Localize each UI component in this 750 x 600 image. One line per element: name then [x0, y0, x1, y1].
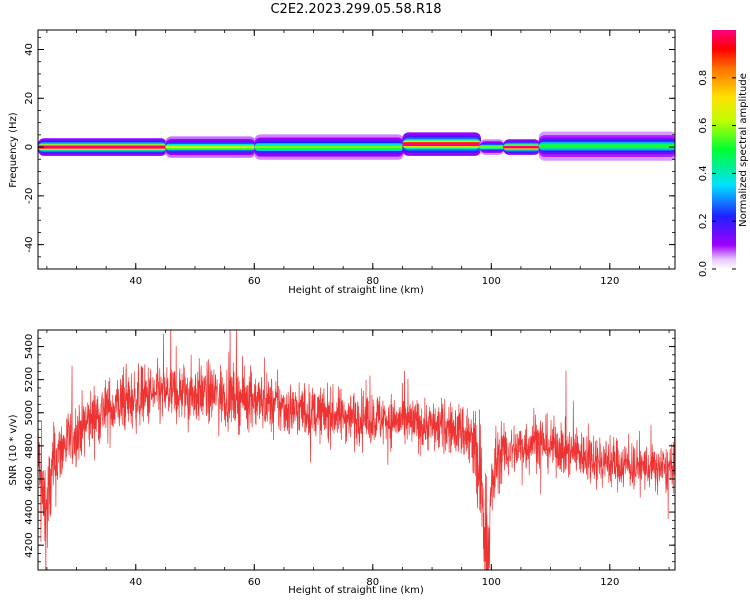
heatmap-axes: 40 60 80 100 120 -40 -20 0 20 40	[24, 30, 675, 287]
heatmap-bands	[38, 131, 675, 161]
snr-series-line	[38, 330, 675, 570]
heatmap-band-4-layer-6	[479, 146, 505, 148]
heatmap-ytick-label: -40	[24, 236, 35, 252]
heatmap-ytick-label: -20	[24, 188, 35, 204]
snr-ytick-label: 4600	[24, 466, 35, 491]
heatmap-frame	[37, 29, 676, 270]
colorbar-gradient	[712, 30, 736, 269]
snr-ytick-label: 4400	[24, 499, 35, 524]
heatmap-band-1-layer-6	[165, 146, 256, 149]
snr-panel: 40 60 80 100 120 4200 4400 4600 4800 5000 5200 5400…	[8, 329, 676, 596]
colorbar-ticks: 0.0 0.2 0.4 0.6 0.8	[698, 70, 736, 277]
heatmap-ytick-label: 40	[24, 43, 35, 56]
heatmap-ytick-label: 20	[24, 92, 35, 105]
snr-frame	[37, 329, 676, 571]
heatmap-ylabel: Frequency (Hz)	[8, 112, 19, 188]
colorbar-tick-label: 0.0	[698, 261, 709, 277]
heatmap-band-6-layer-6	[538, 144, 675, 148]
heatmap-xtick-label: 60	[248, 276, 261, 287]
snr-xtick-label: 100	[482, 577, 501, 588]
heatmap-ytick-label: 0	[24, 144, 35, 150]
colorbar-tick-label: 0.8	[698, 70, 709, 86]
heatmap-xtick-label: 40	[129, 276, 142, 287]
snr-ytick-label: 5400	[24, 334, 35, 359]
snr-ytick-label: 4800	[24, 433, 35, 458]
heatmap-panel: 40 60 80 100 120 -40 -20 0 20 40 Height of straig…	[8, 29, 676, 296]
colorbar-tick-label: 0.2	[698, 213, 709, 229]
colorbar-label: Normalized spectral amplitude	[738, 73, 749, 227]
heatmap-band-0-layer-6	[38, 146, 167, 148]
heatmap-xtick-label: 80	[366, 276, 379, 287]
snr-ylabel: SNR (10 * v/v)	[8, 414, 19, 485]
snr-ytick-label: 4200	[24, 532, 35, 557]
chart-title: C2E2.2023.299.05.58.R18	[270, 2, 442, 17]
snr-xtick-label: 60	[248, 577, 261, 588]
snr-axes: 40 60 80 100 120 4200 4400 4600 4800 5000 5200 5400	[24, 329, 675, 588]
heatmap-band-5-layer-6	[503, 146, 541, 148]
colorbar-tick-label: 0.6	[698, 118, 709, 134]
heatmap-band-2-layer-6	[254, 145, 404, 149]
colorbar: 0.0 0.2 0.4 0.6 0.8 Normalized spectral ampl…	[698, 30, 749, 277]
snr-xtick-label: 120	[600, 577, 619, 588]
colorbar-tick-label: 0.4	[698, 165, 709, 181]
heatmap-xlabel: Height of straight line (km)	[288, 285, 424, 296]
snr-xtick-label: 80	[366, 577, 379, 588]
snr-ytick-label: 5200	[24, 367, 35, 392]
snr-ytick-label: 5000	[24, 400, 35, 425]
snr-xlabel: Height of straight line (km)	[288, 585, 424, 596]
snr-xtick-label: 40	[129, 577, 142, 588]
heatmap-xtick-label: 120	[600, 276, 619, 287]
heatmap-xtick-label: 100	[482, 276, 501, 287]
heatmap-band-3-layer-6	[402, 143, 481, 146]
